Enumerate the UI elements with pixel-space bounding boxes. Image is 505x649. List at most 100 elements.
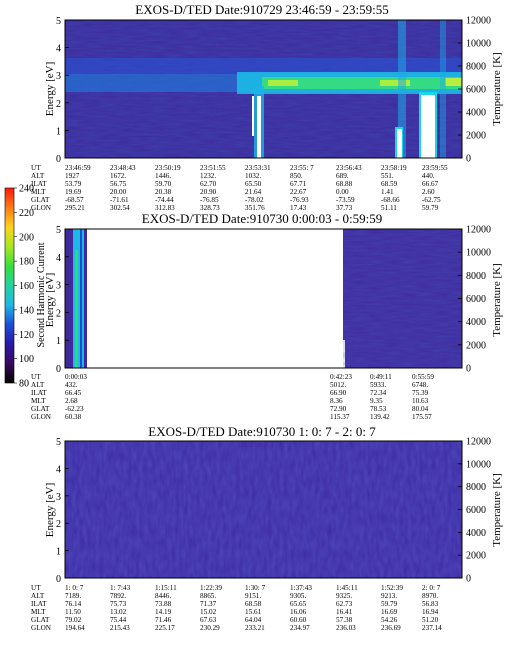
band-yellow-3 <box>445 78 462 86</box>
orbit-row-label: ILAT <box>31 180 47 188</box>
orbit-cell: 5933. <box>370 381 386 389</box>
orbit-cell: 59.79 <box>422 204 439 212</box>
orbit-cell: 8970. <box>422 592 438 600</box>
colorbar-label: Second Harmonic Current <box>36 242 47 347</box>
orbit-cell: 8.36 <box>330 397 343 405</box>
orbit-cell: 230.29 <box>200 624 220 632</box>
orbit-cell: 62.73 <box>336 600 353 608</box>
orbit-cell: 1:22:39 <box>200 584 222 592</box>
y2-tick-label: 0 <box>466 364 471 375</box>
orbit-cell: 8865. <box>200 592 216 600</box>
spike-white-core <box>257 96 261 158</box>
orbit-cell: 1232. <box>200 172 216 180</box>
orbit-cell: 13.02 <box>110 608 127 616</box>
panel-2-y2label: Temperature [K] <box>491 263 503 336</box>
y-tick-label: 4 <box>56 464 61 475</box>
panel-2-y-ticks: 0 1 2 3 4 5 <box>56 225 69 375</box>
orbit-cell: 115.37 <box>330 413 350 421</box>
orbit-cell: 23:53:31 <box>245 164 271 172</box>
orbit-cell: 0:49:11 <box>370 373 392 381</box>
orbit-cell: 72.34 <box>370 389 387 397</box>
band-blue-upper <box>65 58 462 74</box>
y-tick-label: 1 <box>56 547 61 558</box>
y2-tick-label: 8000 <box>466 482 486 493</box>
y-tick-label: 5 <box>56 437 61 448</box>
y-tick-label: 0 <box>56 154 61 165</box>
orbit-cell: 10.63 <box>412 397 429 405</box>
orbit-cell: 60.60 <box>290 616 307 624</box>
orbit-cell: 51.20 <box>422 616 439 624</box>
streak-cyan-1 <box>398 20 406 158</box>
orbit-cell: 2.60 <box>422 188 435 196</box>
y2-tick-label: 4000 <box>466 528 486 539</box>
orbit-cell: 23:56:43 <box>336 164 362 172</box>
panel-3: EXOS-D/TED Date:910730 1: 0: 7 - 2: 0: 7… <box>31 424 503 632</box>
colorbar-gradient <box>5 188 14 383</box>
panel-1-y-ticks: 0 1 2 3 4 5 <box>56 16 69 165</box>
colorbar: 80 100 120 140 160 180 200 220 240 Second Harmon… <box>4 184 47 390</box>
y-tick-label: 1 <box>56 336 61 347</box>
orbit-cell: 14.19 <box>155 608 172 616</box>
colorbar-tick-label: 240 <box>19 184 34 195</box>
orbit-cell: 56.75 <box>110 180 127 188</box>
orbit-cell: 76.14 <box>65 600 82 608</box>
orbit-cell: 236.69 <box>381 624 401 632</box>
y-tick-label: 3 <box>56 492 61 503</box>
panel-1-y2label: Temperature [K] <box>491 52 503 125</box>
y-tick-label: 2 <box>56 308 61 319</box>
orbit-cell: 6748. <box>412 381 428 389</box>
orbit-cell: 440. <box>422 172 435 180</box>
streak-cyan-2 <box>440 20 446 158</box>
orbit-cell: 16.06 <box>290 608 307 616</box>
orbit-cell: 20.38 <box>155 188 172 196</box>
orbit-row-label: GLAT <box>31 616 50 624</box>
y2-tick-label: 6000 <box>466 505 486 516</box>
orbit-row-label: ILAT <box>31 600 47 608</box>
orbit-row-label: ALT <box>31 381 45 389</box>
orbit-cell: 67.63 <box>200 616 217 624</box>
block-right-texture <box>343 229 462 368</box>
orbit-cell: 73.88 <box>155 600 172 608</box>
band-yellow-2 <box>380 80 410 86</box>
orbit-cell: 75.73 <box>110 600 127 608</box>
orbit-cell: 79.02 <box>65 616 82 624</box>
orbit-cell: 23:58:19 <box>381 164 407 172</box>
orbit-cell: 295.21 <box>65 204 85 212</box>
strip-start-cyan <box>73 229 84 368</box>
orbit-cell: 551. <box>381 172 394 180</box>
orbit-cell: 16.69 <box>381 608 398 616</box>
orbit-cell: 65.65 <box>290 600 307 608</box>
orbit-cell: 234.97 <box>290 624 310 632</box>
orbit-cell: 71.37 <box>200 600 217 608</box>
colorbar-tick-label: 160 <box>19 281 34 292</box>
orbit-cell: 328.73 <box>200 204 220 212</box>
orbit-cell: 1672. <box>110 172 126 180</box>
orbit-cell: 175.57 <box>412 413 432 421</box>
panel-2-y2-ticks: 0 2000 4000 6000 8000 10000 12000 <box>458 225 491 375</box>
orbit-cell: 60.38 <box>65 413 82 421</box>
orbit-cell: 11.50 <box>65 608 81 616</box>
orbit-row-label: UT <box>31 584 41 592</box>
orbit-cell: 68.88 <box>336 180 353 188</box>
orbit-cell: 139.42 <box>370 413 390 421</box>
orbit-cell: 1:15:11 <box>155 584 177 592</box>
colorbar-tick-label: 220 <box>19 208 34 219</box>
y2-tick-label: 12000 <box>466 225 491 236</box>
orbit-cell: 71.46 <box>155 616 172 624</box>
colorbar-tick-label: 80 <box>19 379 29 390</box>
orbit-cell: -62.23 <box>65 405 84 413</box>
orbit-row-label: MLT <box>31 397 46 405</box>
y-tick-label: 2 <box>56 99 61 110</box>
orbit-cell: 19.69 <box>65 188 82 196</box>
orbit-cell: 215.43 <box>110 624 130 632</box>
y-tick-label: 4 <box>56 253 61 264</box>
orbit-cell: 78.53 <box>370 405 387 413</box>
orbit-cell: 20.90 <box>200 188 217 196</box>
orbit-cell: 16.94 <box>422 608 439 616</box>
orbit-row-label: UT <box>31 164 41 172</box>
orbit-cell: -73.59 <box>336 196 355 204</box>
panel-2-title: EXOS-D/TED Date:910730 0:00:03 - 0:59:59 <box>142 211 382 226</box>
orbit-cell: 23:51:55 <box>200 164 226 172</box>
